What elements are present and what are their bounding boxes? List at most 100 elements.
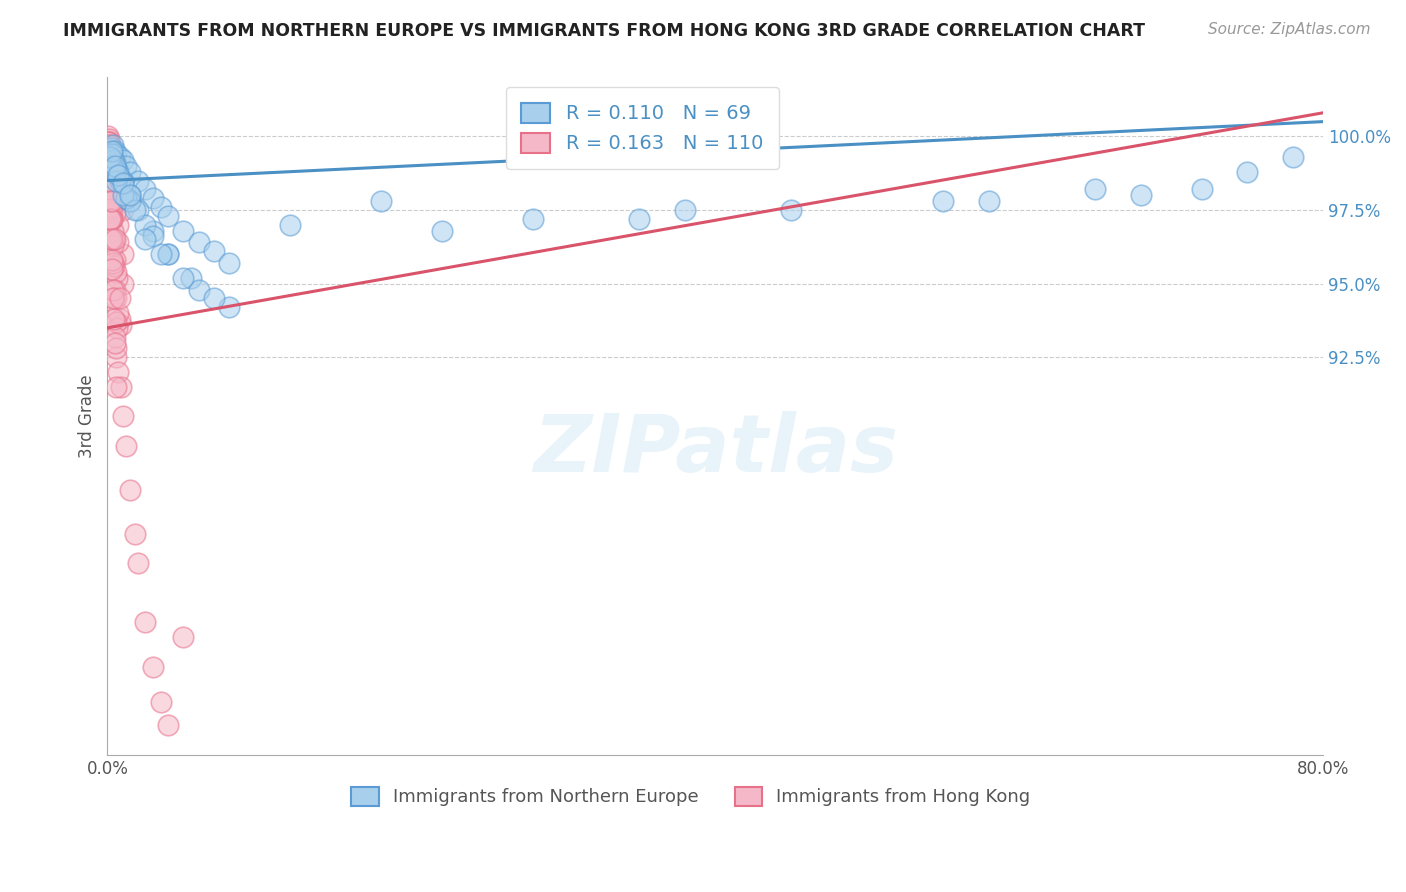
Point (157, 718, 180, 732)
Point (1129, 188, 1152, 202)
Point (134, 182, 156, 196)
Point (101, 283, 124, 297)
Text: IMMIGRANTS FROM NORTHERN EUROPE VS IMMIGRANTS FROM HONG KONG 3RD GRADE CORRELATI: IMMIGRANTS FROM NORTHERN EUROPE VS IMMIG… (63, 22, 1146, 40)
Point (120, 164, 142, 178)
Point (100, 156, 122, 170)
Point (105, 270, 128, 285)
Point (172, 224, 194, 238)
Point (278, 218, 301, 232)
Point (104, 335, 127, 350)
Point (187, 283, 209, 297)
Point (107, 365, 129, 379)
Point (103, 291, 125, 305)
Point (105, 161, 128, 176)
Point (104, 283, 127, 297)
Point (430, 224, 453, 238)
Point (104, 253, 127, 268)
Point (134, 232, 156, 246)
Point (100, 211, 122, 226)
Point (100, 179, 122, 194)
Point (120, 188, 142, 202)
Point (977, 194, 1000, 209)
Point (97, 153, 120, 167)
Point (522, 211, 544, 226)
Point (111, 277, 134, 291)
Point (101, 194, 124, 209)
Point (97, 144, 120, 158)
Point (97, 135, 120, 149)
Point (100, 194, 122, 209)
Point (97, 141, 120, 155)
Point (1191, 182, 1213, 196)
Legend: Immigrants from Northern Europe, Immigrants from Hong Kong: Immigrants from Northern Europe, Immigra… (344, 780, 1038, 814)
Point (172, 270, 194, 285)
Point (98, 159, 121, 173)
Point (124, 202, 146, 217)
Point (103, 153, 125, 167)
Point (98, 194, 121, 209)
Point (100, 186, 122, 200)
Point (101, 261, 124, 276)
Point (103, 224, 125, 238)
Point (172, 630, 194, 644)
Point (105, 351, 128, 365)
Point (97, 144, 120, 158)
Y-axis label: 3rd Grade: 3rd Grade (79, 375, 96, 458)
Point (100, 168, 122, 182)
Point (101, 144, 124, 158)
Point (98, 156, 121, 170)
Point (157, 247, 180, 261)
Point (780, 202, 803, 217)
Point (97, 138, 120, 153)
Point (98, 173, 121, 187)
Point (101, 150, 124, 164)
Point (101, 253, 124, 268)
Point (114, 191, 136, 205)
Point (105, 164, 128, 178)
Point (103, 153, 125, 167)
Point (107, 306, 129, 320)
Point (103, 156, 125, 170)
Point (218, 256, 240, 270)
Point (98, 164, 121, 178)
Point (142, 224, 165, 238)
Point (104, 342, 127, 356)
Point (370, 194, 392, 209)
Point (104, 156, 127, 170)
Point (100, 232, 122, 246)
Point (134, 218, 156, 232)
Point (101, 256, 124, 270)
Point (120, 483, 142, 497)
Point (98, 173, 121, 187)
Point (107, 218, 129, 232)
Point (98, 182, 121, 196)
Point (101, 159, 124, 173)
Point (120, 188, 142, 202)
Point (104, 329, 127, 343)
Point (202, 291, 225, 305)
Point (101, 232, 124, 246)
Point (1236, 164, 1258, 178)
Point (98, 159, 121, 173)
Point (105, 147, 128, 161)
Point (107, 173, 129, 187)
Point (103, 161, 125, 176)
Point (127, 173, 149, 187)
Point (98, 150, 121, 164)
Point (101, 211, 124, 226)
Point (149, 247, 172, 261)
Point (149, 200, 172, 214)
Point (98, 135, 121, 149)
Point (98, 150, 121, 164)
Point (101, 147, 124, 161)
Point (111, 173, 134, 187)
Point (104, 315, 127, 329)
Point (105, 173, 128, 187)
Point (104, 164, 127, 178)
Point (114, 159, 136, 173)
Point (149, 695, 172, 709)
Point (105, 265, 128, 279)
Point (110, 312, 132, 326)
Point (97, 147, 120, 161)
Point (97, 135, 120, 149)
